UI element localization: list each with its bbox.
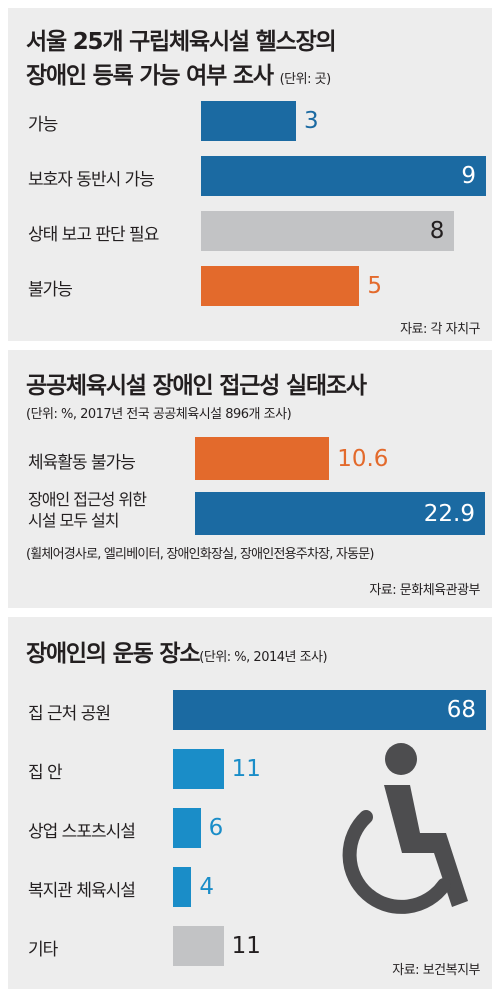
chart-title-text: 장애인 등록 가능 여부 조사 <box>26 63 274 89</box>
value-label: 10.6 <box>337 445 389 472</box>
value-label: 4 <box>199 874 215 900</box>
category-label: 불가능 <box>28 280 73 300</box>
category-label: 복지관 체육시설 <box>28 881 136 901</box>
chart-title: 공공체육시설 장애인 접근성 실태조사 <box>26 373 367 399</box>
panel-exercise-place: 장애인의 운동 장소(단위: %, 2014년 조사) 집 근처 공원 68 집 안… <box>8 617 492 989</box>
bar <box>201 101 296 141</box>
value-label: 5 <box>367 273 382 299</box>
source-label: 자료: 보건복지부 <box>392 963 480 978</box>
bar <box>173 749 224 789</box>
facility-note: (휠체어경사로, 엘리베이터, 장애인화장실, 장애인전용주차장, 자동문) <box>26 547 374 562</box>
bar <box>173 808 201 848</box>
bar-label-line1: 장애인 접근성 위한 <box>28 490 147 509</box>
bar <box>173 867 192 907</box>
chart-title-line2: 장애인 등록 가능 여부 조사 (단위: 곳) <box>26 56 331 90</box>
category-label: 집 안 <box>28 763 63 783</box>
value-label: 22.9 <box>423 500 475 527</box>
value-label: 3 <box>304 108 319 134</box>
bar <box>173 926 224 966</box>
value-label: 68 <box>446 697 476 723</box>
value-label: 11 <box>231 933 261 959</box>
chart-title: 장애인의 운동 장소(단위: %, 2014년 조사) <box>26 634 328 668</box>
source-label: 자료: 문화체육관광부 <box>369 583 480 598</box>
wheelchair-icon <box>342 743 468 914</box>
chart-title-text: 장애인의 운동 장소 <box>26 641 200 667</box>
bar <box>201 156 486 196</box>
bar-label-line2: 시설 모두 설치 <box>28 511 119 530</box>
bar <box>195 437 330 480</box>
category-label: 집 근처 공원 <box>28 704 111 724</box>
panel-accessibility: 공공체육시설 장애인 접근성 실태조사 (단위: %, 2017년 전국 공공체… <box>8 350 492 608</box>
bar <box>173 690 486 730</box>
category-label: 상업 스포츠시설 <box>28 822 136 842</box>
category-label: 상태 보고 판단 필요 <box>28 225 159 245</box>
panel-gym-registration: 서울 25개 구립체육시설 헬스장의 장애인 등록 가능 여부 조사 (단위: … <box>8 8 492 341</box>
unit-label: (단위: %, 2014년 조사) <box>199 650 328 665</box>
value-label: 9 <box>461 163 476 189</box>
bar <box>201 266 360 306</box>
chart-subtitle: (단위: %, 2017년 전국 공공체육시설 896개 조사) <box>26 407 292 422</box>
value-label: 8 <box>429 218 445 244</box>
category-label: 기타 <box>28 940 58 960</box>
category-label: 보호자 동반시 가능 <box>28 170 155 190</box>
category-label: 체육활동 불가능 <box>28 452 136 473</box>
bar <box>195 492 485 535</box>
chart-title-line1: 서울 25개 구립체육시설 헬스장의 <box>26 29 337 55</box>
value-label: 6 <box>208 815 224 841</box>
value-label: 11 <box>231 756 261 782</box>
unit-label: (단위: 곳) <box>279 72 332 87</box>
source-label: 자료: 각 자치구 <box>400 322 480 337</box>
category-label: 가능 <box>28 115 58 135</box>
bar <box>201 211 455 251</box>
